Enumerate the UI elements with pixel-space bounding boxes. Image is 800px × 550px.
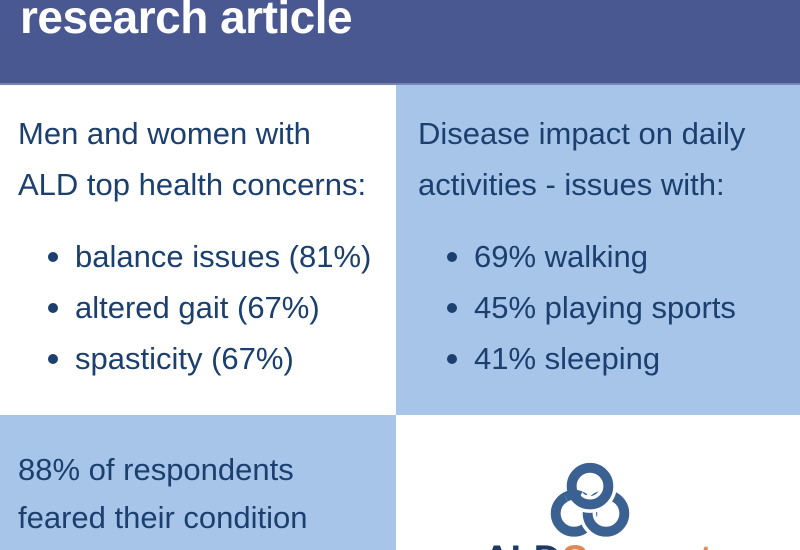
wordmark-t: t bbox=[700, 538, 713, 550]
ald-connect-wordmark: ALDConnect bbox=[396, 537, 800, 550]
bullet-text: 41% sleeping bbox=[474, 341, 661, 376]
quadrant-fear-statement: 88% of respondents feared their conditio… bbox=[0, 415, 396, 550]
list-item: 69% walking bbox=[396, 231, 800, 282]
quadrant-disease-impact: Disease impact on daily activities - iss… bbox=[396, 85, 800, 415]
bullet-text: spasticity (67%) bbox=[75, 341, 294, 376]
bullet-icon bbox=[48, 303, 58, 313]
list-item: 45% playing sports bbox=[396, 282, 800, 333]
bullet-icon bbox=[447, 354, 457, 364]
page-title: research article bbox=[20, 0, 353, 43]
list-item: balance issues (81%) bbox=[0, 231, 396, 282]
fear-statement-text: 88% of respondents feared their conditio… bbox=[18, 446, 396, 542]
quadrant-logo: ALDConnect bbox=[396, 415, 800, 550]
bullet-icon bbox=[447, 303, 457, 313]
bullet-text: 69% walking bbox=[474, 239, 649, 274]
disease-impact-heading: Disease impact on daily activities - iss… bbox=[418, 108, 800, 210]
health-concerns-heading: Men and women with ALD top health concer… bbox=[18, 108, 396, 210]
heading-line: activities - issues with: bbox=[418, 167, 725, 202]
bullet-icon bbox=[447, 252, 457, 262]
ald-connect-knot-icon bbox=[543, 457, 637, 550]
bullet-text: balance issues (81%) bbox=[75, 239, 372, 274]
wordmark-ald: ALD bbox=[483, 538, 561, 550]
list-item: 41% sleeping bbox=[396, 333, 800, 384]
statement-line: 88% of respondents bbox=[18, 452, 294, 487]
disease-impact-list: 69% walking 45% playing sports 41% sleep… bbox=[396, 231, 800, 384]
header-band: research article bbox=[0, 0, 800, 85]
quadrant-grid: Men and women with ALD top health concer… bbox=[0, 85, 800, 550]
heading-line: Men and women with bbox=[18, 116, 311, 151]
statement-line: feared their condition bbox=[18, 500, 308, 535]
list-item: altered gait (67%) bbox=[0, 282, 396, 333]
health-concerns-list: balance issues (81%) altered gait (67%) … bbox=[0, 231, 396, 384]
bullet-text: altered gait (67%) bbox=[75, 290, 320, 325]
bullet-icon bbox=[48, 252, 58, 262]
heading-line: Disease impact on daily bbox=[418, 116, 746, 151]
wordmark-onnec: onnec bbox=[588, 538, 699, 550]
wordmark-c: C bbox=[561, 538, 588, 550]
bullet-icon bbox=[48, 354, 58, 364]
heading-line: ALD top health concerns: bbox=[18, 167, 367, 202]
list-item: spasticity (67%) bbox=[0, 333, 396, 384]
bullet-text: 45% playing sports bbox=[474, 290, 736, 325]
quadrant-health-concerns: Men and women with ALD top health concer… bbox=[0, 85, 396, 415]
